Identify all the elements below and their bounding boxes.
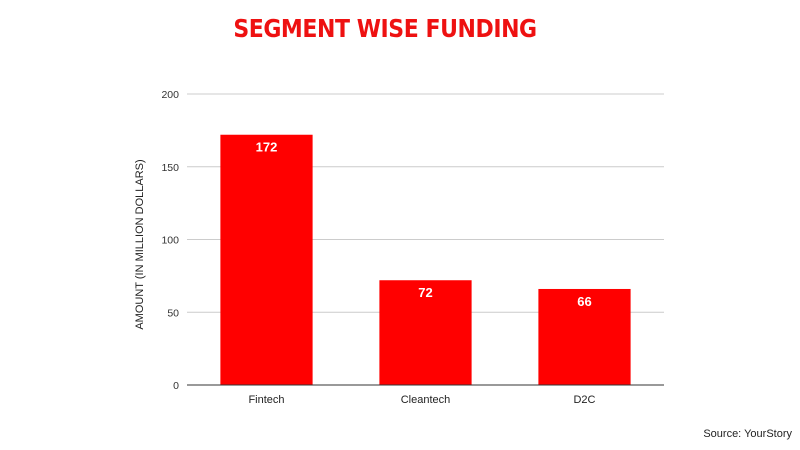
data-label: 72 xyxy=(418,285,432,300)
bar xyxy=(538,288,631,385)
x-axis-categories: Fintech Cleantech D2C xyxy=(248,394,595,406)
category-label: Cleantech xyxy=(401,394,451,406)
source-note: Source: YourStory xyxy=(703,428,792,440)
bar xyxy=(379,280,472,385)
y-tick-label: 150 xyxy=(161,162,179,174)
data-label: 66 xyxy=(577,294,591,309)
y-tick-label: 50 xyxy=(167,307,179,319)
y-tick-label: 200 xyxy=(161,89,179,101)
data-label: 172 xyxy=(256,140,278,155)
y-tick-label: 0 xyxy=(173,380,179,392)
bar xyxy=(220,134,313,385)
y-axis-label: AMOUNT (IN MILLION DOLLARS) xyxy=(134,159,146,329)
category-label: D2C xyxy=(573,394,595,406)
chart-title: SEGMENT WISE FUNDING xyxy=(233,14,537,43)
bars: 172 72 66 xyxy=(220,134,631,385)
y-axis-ticks: 0 50 100 150 200 xyxy=(161,89,179,392)
y-tick-label: 100 xyxy=(161,235,179,247)
category-label: Fintech xyxy=(248,394,284,406)
